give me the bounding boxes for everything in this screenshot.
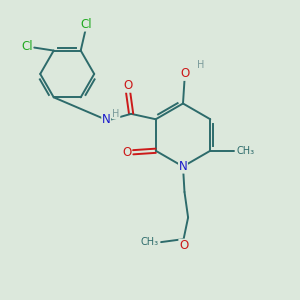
Text: H: H [197, 59, 205, 70]
Text: O: O [123, 79, 132, 92]
Text: Cl: Cl [21, 40, 32, 53]
Text: CH₃: CH₃ [141, 237, 159, 247]
Text: CH₃: CH₃ [237, 146, 255, 156]
Text: N: N [102, 113, 111, 126]
Text: N: N [178, 160, 188, 173]
Text: H: H [112, 109, 120, 119]
Text: Cl: Cl [80, 18, 92, 31]
Text: O: O [181, 67, 190, 80]
Text: O: O [179, 239, 188, 252]
Text: O: O [122, 146, 131, 159]
